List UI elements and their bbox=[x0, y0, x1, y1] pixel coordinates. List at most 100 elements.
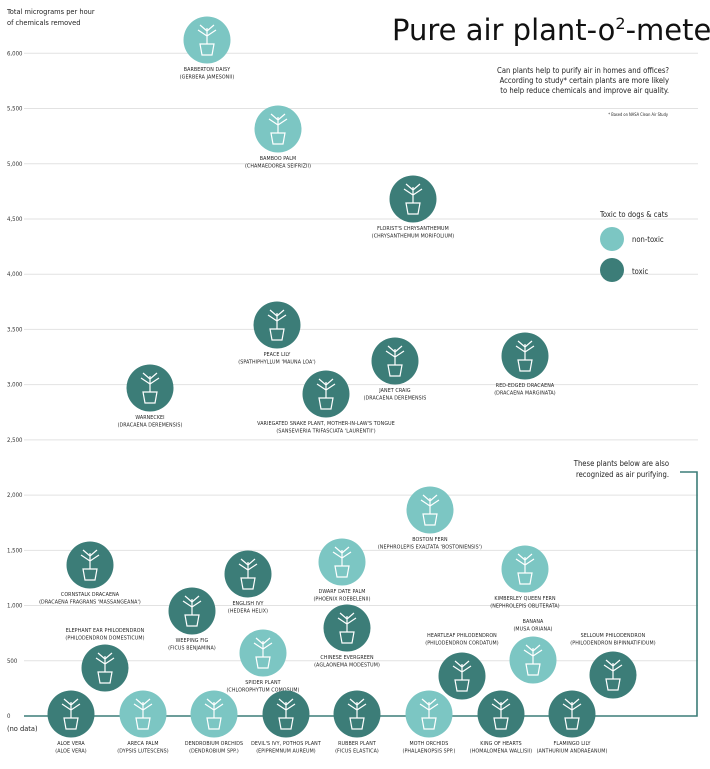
plant-points: BARBERTON DAISY (GERBERA JAMESONII) BAMBOO… bbox=[39, 16, 656, 755]
plant-point: FLORIST'S CHRYSANTHEMUM (CHRYSANTHEMUM MO… bbox=[372, 175, 454, 240]
leaves-shape bbox=[562, 698, 582, 718]
plant-name-label: ELEPHANT EAR PHILODENDRON bbox=[66, 628, 145, 634]
bracket-note-line-2: recognized as air purifying. bbox=[576, 470, 669, 479]
plant-name-label: HEARTLEAF PHILODENDRON bbox=[427, 633, 497, 639]
y-tick-label: 500 bbox=[7, 658, 18, 665]
leaves-shape bbox=[347, 698, 367, 718]
plant-latin-label: (CHLOROPHYTUM COMOSUM) bbox=[226, 688, 299, 694]
pot-shape bbox=[564, 717, 580, 730]
y-tick-label: 1,000 bbox=[7, 603, 23, 610]
plant-name-label: KING OF HEARTS bbox=[480, 741, 521, 747]
plant-pot-icon bbox=[403, 183, 423, 215]
plant-point: WARNECKEI (DRACAENA DEREMENSIS) bbox=[118, 364, 183, 429]
pot-shape bbox=[240, 577, 256, 590]
plant-latin-label: (DRACAENA MARGINATA) bbox=[494, 391, 556, 397]
pot-shape bbox=[493, 717, 509, 730]
leaves-shape bbox=[603, 659, 623, 679]
leaves-shape bbox=[523, 644, 543, 664]
pot-shape bbox=[422, 513, 438, 526]
plant-point: PEACE LILY (SPATHIPHYLLUM 'MAUNA LOA') bbox=[238, 301, 316, 366]
plant-latin-label: (HOMALOMENA WALLISII) bbox=[470, 749, 532, 755]
plant-point: ALOE VERA (ALOE VERA) bbox=[47, 690, 95, 755]
plant-name-label: SELLOUM PHILODENDRON bbox=[581, 633, 646, 639]
plant-pot-icon bbox=[523, 644, 543, 676]
leaves-shape bbox=[140, 372, 160, 392]
no-data-label: (no data) bbox=[7, 724, 38, 733]
plant-name-label: SPIDER PLANT bbox=[245, 680, 280, 686]
plant-point: ELEPHANT EAR PHILODENDRON (PHILODENDRON D… bbox=[65, 628, 145, 692]
leaves-shape bbox=[316, 378, 336, 398]
leaves-shape bbox=[267, 309, 287, 329]
plant-pot-icon bbox=[133, 698, 153, 730]
pot-shape bbox=[387, 364, 403, 377]
plant-name-label: BANANA bbox=[523, 619, 544, 625]
plant-name-label: BOSTON FERN bbox=[412, 537, 448, 543]
y-axis-title-line-1: Total micrograms per hour bbox=[6, 7, 95, 16]
plant-pot-icon bbox=[80, 549, 100, 581]
leaves-shape bbox=[95, 652, 115, 672]
pot-shape bbox=[269, 328, 285, 341]
plant-pot-icon bbox=[276, 698, 296, 730]
pot-shape bbox=[421, 717, 437, 730]
leaves-shape bbox=[452, 660, 472, 680]
plant-latin-label: (PHILODENDRON BIPINNATIFIDUM) bbox=[570, 641, 655, 647]
plant-name-label: KIMBERLEY QUEEN FERN bbox=[494, 596, 556, 602]
legend-swatch-non-toxic bbox=[600, 227, 624, 251]
pot-shape bbox=[278, 717, 294, 730]
plant-latin-label: (PHILODENDRON DOMESTICUM) bbox=[65, 636, 144, 642]
y-axis-title-line-2: of chemicals removed bbox=[7, 18, 80, 27]
plant-point: ARECA PALM (DYPSIS LUTESCENS) bbox=[117, 690, 169, 755]
plant-point: SPIDER PLANT (CHLOROPHYTUM COMOSUM) bbox=[226, 629, 299, 694]
title-suffix: -meter bbox=[626, 13, 710, 47]
plant-point: CHINESE EVERGREEN (AGLAONEMA MODESTUM) bbox=[314, 604, 380, 669]
leaves-shape bbox=[403, 183, 423, 203]
plant-name-label: BARBERTON DAISY bbox=[184, 67, 230, 73]
plant-point: RUBBER PLANT (FICUS ELASTICA) bbox=[333, 690, 381, 755]
plant-latin-label: (FICUS BENJAMINA) bbox=[168, 646, 216, 652]
plant-latin-label: (DRACAENA DEREMENSIS) bbox=[118, 423, 183, 429]
pot-shape bbox=[517, 359, 533, 372]
leaves-shape bbox=[268, 113, 288, 133]
y-tick-label: 3,500 bbox=[7, 326, 23, 333]
leaves-shape bbox=[515, 553, 535, 573]
plant-pot-icon bbox=[515, 553, 535, 585]
pot-shape bbox=[270, 132, 286, 145]
plant-name-label: JANET CRAIG bbox=[378, 388, 411, 394]
plant-point: WEEPING FIG (FICUS BENJAMINA) bbox=[168, 587, 216, 652]
plant-point: HEARTLEAF PHILODENDRON (PHILODENDRON CORD… bbox=[425, 633, 499, 700]
plant-point: MOTH ORCHIDS (PHALAENOPSIS SPP.) bbox=[403, 690, 455, 755]
legend-label-non-toxic: non-toxic bbox=[632, 235, 664, 244]
plant-pot-icon bbox=[347, 698, 367, 730]
y-tick-label: 3,000 bbox=[7, 382, 23, 389]
plant-pot-icon bbox=[515, 340, 535, 372]
plant-latin-label: (MUSA ORIANA) bbox=[513, 627, 552, 633]
plant-point: BAMBOO PALM (CHAMAEDOREA SEIFRIZII) bbox=[245, 105, 311, 170]
pot-shape bbox=[517, 572, 533, 585]
subtitle-line-3: to help reduce chemicals and improve air… bbox=[500, 86, 669, 95]
leaves-shape bbox=[204, 698, 224, 718]
plant-name-label: VARIEGATED SNAKE PLANT, MOTHER-IN-LAW'S … bbox=[257, 421, 395, 427]
pot-shape bbox=[199, 43, 215, 56]
plant-point: VARIEGATED SNAKE PLANT, MOTHER-IN-LAW'S … bbox=[257, 370, 395, 435]
chart-title: Pure air plant-o2-meter bbox=[392, 13, 710, 47]
leaves-shape bbox=[133, 698, 153, 718]
plant-point: KING OF HEARTS (HOMALOMENA WALLISII) bbox=[470, 690, 532, 755]
plant-pot-icon bbox=[95, 652, 115, 684]
plant-point: DEVIL'S IVY, POTHOS PLANT (EPIPREMNUM AUR… bbox=[251, 690, 321, 755]
plant-latin-label: (PHOENIX ROEBELENII) bbox=[313, 597, 370, 603]
leaves-shape bbox=[182, 595, 202, 615]
plant-latin-label: (DENDROBIUM SPP.) bbox=[189, 749, 239, 755]
plant-name-label: ALOE VERA bbox=[57, 741, 85, 747]
plant-pot-icon bbox=[204, 698, 224, 730]
subtitle-line-1: Can plants help to purify air in homes a… bbox=[497, 66, 669, 75]
plant-name-label: ARECA PALM bbox=[127, 741, 158, 747]
pot-shape bbox=[405, 202, 421, 215]
plant-pot-icon bbox=[385, 345, 405, 377]
plant-latin-label: (DRACAENA FRAGRANS 'MASSANGEANA') bbox=[39, 600, 141, 606]
y-tick-label: 4,000 bbox=[7, 271, 23, 278]
leaves-shape bbox=[332, 546, 352, 566]
y-tick-label: 0 bbox=[7, 713, 11, 720]
legend: Toxic to dogs & cats non-toxic toxic bbox=[599, 210, 668, 282]
plant-latin-label: (ANTHURIUM ANDRAEANUM) bbox=[537, 749, 608, 755]
plant-pot-icon bbox=[268, 113, 288, 145]
